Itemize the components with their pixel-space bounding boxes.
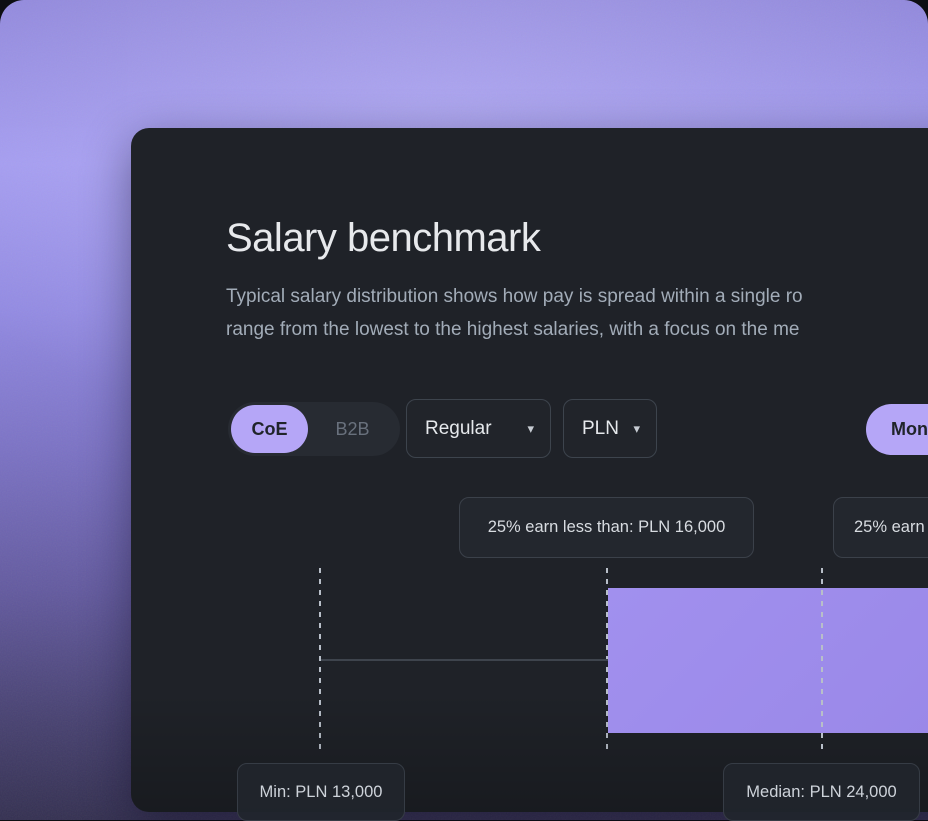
chevron-down-icon: ▾ — [527, 420, 534, 436]
chart-median-dashed-line — [821, 568, 823, 755]
seniority-dropdown-value: Regular — [425, 417, 492, 439]
chevron-down-icon: ▾ — [633, 420, 640, 436]
currency-dropdown[interactable]: PLN ▾ — [563, 399, 657, 458]
description-line-2: range from the lowest to the highest sal… — [226, 319, 800, 340]
min-value-label: Min: PLN 13,000 — [237, 763, 405, 821]
chart-whisker-line — [321, 659, 608, 661]
page-description: Typical salary distribution shows how pa… — [226, 280, 803, 346]
contract-type-toggle[interactable]: CoE B2B — [228, 402, 400, 456]
seniority-dropdown[interactable]: Regular ▾ — [406, 399, 551, 458]
toggle-option-coe[interactable]: CoE — [231, 405, 308, 453]
page-title: Salary benchmark — [226, 216, 541, 260]
description-line-1: Typical salary distribution shows how pa… — [226, 286, 803, 307]
chart-iqr-box — [608, 588, 928, 733]
tooltip-p75: 25% earn — [833, 497, 928, 558]
tooltip-p25: 25% earn less than: PLN 16,000 — [459, 497, 754, 558]
toggle-option-b2b[interactable]: B2B — [335, 418, 370, 439]
period-toggle-monthly[interactable]: Monthly — [866, 404, 928, 455]
chart-p25-dashed-line — [606, 568, 608, 755]
salary-benchmark-card: Salary benchmark Typical salary distribu… — [131, 128, 928, 821]
median-value-label: Median: PLN 24,000 — [723, 763, 920, 821]
chart-min-dashed-line — [319, 568, 321, 755]
currency-dropdown-value: PLN — [582, 417, 619, 439]
